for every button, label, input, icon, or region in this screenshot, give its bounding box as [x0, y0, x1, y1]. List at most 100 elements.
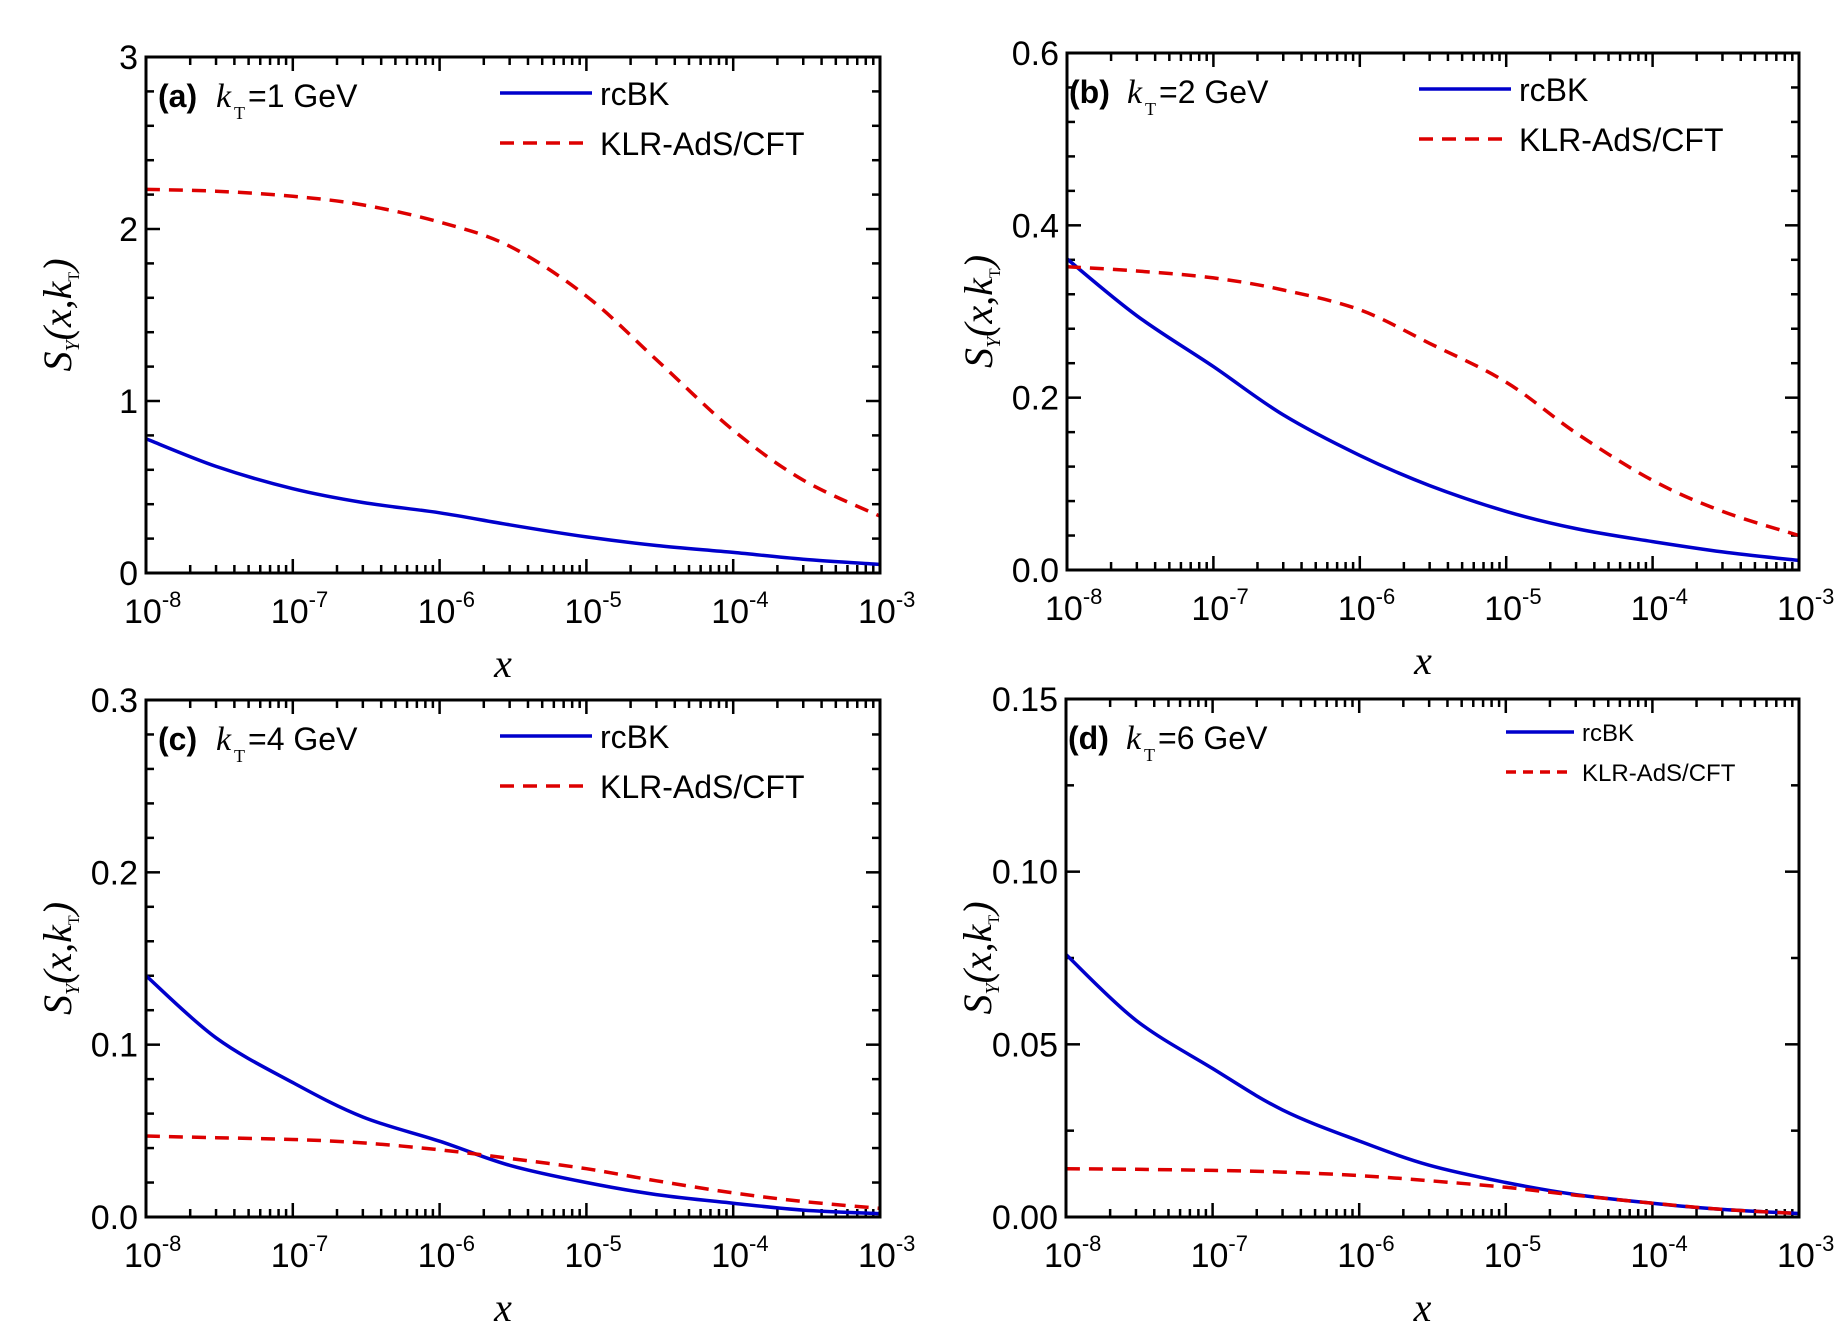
panel-d-ylabel-comma: ,	[955, 942, 1000, 952]
panel-a-ytick-label: 1	[119, 383, 138, 421]
panel-a-series-rcbk-line	[145, 437, 881, 567]
panel-a-xtick-exponent: -6	[455, 587, 475, 612]
panel-a-xtick-label: 10-4	[711, 587, 768, 631]
panel-a-xtick-label: 10-3	[858, 587, 915, 631]
panel-c-legend-klr-label: KLR-AdS/CFT	[600, 769, 804, 805]
panel-d-xtick-label: 10-6	[1337, 1231, 1394, 1275]
panel-b-xtick-exponent: -7	[1229, 584, 1249, 609]
panel-b-ylabel: SY(x,kT)	[956, 255, 1005, 368]
panel-d-xtick-base: 10	[1630, 1237, 1668, 1275]
panel-b-legend: rcBK KLR-AdS/CFT	[1419, 72, 1723, 158]
panel-a-ylabel-comma: ,	[35, 299, 80, 309]
panel-c-frame	[144, 698, 882, 1219]
panel-d-ylabel-sub-y: Y	[982, 982, 1004, 995]
panel-c-y-axis-title: SY(x,kT)	[35, 902, 84, 1015]
panel-d-ylabel-x: x	[955, 952, 1000, 971]
panel-c-ytick-label: 0.3	[91, 682, 138, 720]
panel-d-xtick-exponent: -6	[1375, 1231, 1395, 1256]
panel-c-legend: rcBK KLR-AdS/CFT	[500, 719, 804, 805]
panel-d-ylabel-k: k	[955, 923, 1000, 942]
panel-c-ytick-label: 0.1	[91, 1027, 138, 1065]
panel-a-xtick-exponent: -7	[309, 587, 329, 612]
panel-d-k-symbol: k	[1126, 720, 1142, 757]
panel-a-ytick-label: 3	[119, 39, 138, 77]
panel-d-ytick-label: 0.10	[992, 854, 1058, 892]
panel-a-series-klr-ads-cft-line	[145, 187, 881, 518]
panel-a-xtick-base: 10	[564, 593, 602, 631]
panel-c-xtick-exponent: -7	[309, 1231, 329, 1256]
panel-b-xtick-base: 10	[1777, 590, 1815, 628]
panel-c-curves	[144, 974, 881, 1216]
panel-b-xtick-base: 10	[1631, 590, 1669, 628]
panel-d-legend-rcbk-label: rcBK	[1582, 720, 1634, 747]
panel-a-tag: (a)	[158, 78, 197, 114]
panel-b-series-rcbk-line	[1065, 257, 1800, 563]
panel-d-k-subscript: T	[1144, 745, 1155, 765]
panel-c-ylabel-paren-open: (	[35, 968, 80, 984]
panel-a-xtick-base: 10	[271, 593, 309, 631]
panel-d-x-axis-title: x	[1413, 1285, 1432, 1330]
panel-d-xtick-exponent: -3	[1815, 1231, 1835, 1256]
panel-d-series-klr-ads-cft-line	[1065, 1166, 1800, 1216]
panel-c-xtick-exponent: -4	[749, 1231, 769, 1256]
panel-c-k-subscript: T	[234, 746, 245, 766]
panel-c-xtick-base: 10	[271, 1237, 309, 1275]
panel-b-xtick-label: 10-5	[1484, 584, 1541, 628]
panel-a-k-value: =1 GeV	[248, 78, 358, 114]
panel-d-frame	[1064, 697, 1801, 1219]
panel-d-xtick-base: 10	[1191, 1237, 1229, 1275]
panel-c-ylabel: SY(x,kT)	[35, 902, 84, 1015]
panel-b-xtick-label: 10-8	[1045, 584, 1102, 628]
panel-c-ylabel-s: S	[35, 995, 80, 1015]
panel-a-xtick-label: 10-7	[271, 587, 328, 631]
panel-b-ylabel-s: S	[956, 348, 1001, 368]
panel-d-xtick-base: 10	[1777, 1237, 1815, 1275]
panel-a-xtick-exponent: -8	[162, 587, 182, 612]
panel-b-x-axis-title: x	[1413, 638, 1432, 683]
panel-a-xtick-base: 10	[858, 593, 896, 631]
panel-a-x-axis-title: x	[493, 641, 512, 686]
panel-b-xtick-exponent: -6	[1376, 584, 1396, 609]
panel-c-ytick-label: 0.0	[91, 1199, 138, 1237]
panel-a-legend: rcBK KLR-AdS/CFT	[500, 76, 804, 162]
panel-a-ylabel-s: S	[35, 352, 80, 372]
panel-c-xtick-label: 10-5	[564, 1231, 621, 1275]
panel-b-xtick-base: 10	[1191, 590, 1229, 628]
panel-b-curves	[1065, 257, 1800, 563]
panel-c-k-symbol: k	[216, 721, 232, 758]
panel-d-xtick-label: 10-4	[1630, 1231, 1687, 1275]
panel-d-ylabel: SY(x,kT)	[955, 901, 1004, 1014]
panel-c-xtick-exponent: -5	[602, 1231, 622, 1256]
panel-c-xtick-base: 10	[124, 1237, 162, 1275]
panel-a-ylabel-sub-y: Y	[62, 339, 84, 352]
panel-d-xtick-exponent: -5	[1522, 1231, 1542, 1256]
panel-a-ylabel-k: k	[35, 280, 80, 299]
panel-c: 0.00.10.20.310-8 10-7 10-6 10-5 10-4 10-3 (c)…	[35, 682, 915, 1330]
panel-d-y-axis-title: SY(x,kT)	[955, 901, 1004, 1014]
panel-d-xtick-label: 10-7	[1191, 1231, 1248, 1275]
panel-a-legend-rcbk-label: rcBK	[600, 76, 669, 112]
panel-b-ylabel-comma: ,	[956, 296, 1001, 306]
panel-d-ylabel-sub-t: T	[986, 915, 1003, 925]
panel-d-ylabel-s: S	[955, 995, 1000, 1015]
panel-b-xtick-label: 10-7	[1191, 584, 1248, 628]
panel-d-xtick-exponent: -4	[1668, 1231, 1688, 1256]
panel-b-tick-labels: 0.00.20.40.610-8 10-7 10-6 10-5 10-4 10-3	[1012, 35, 1835, 628]
panel-c-ylabel-sub-t: T	[66, 915, 83, 925]
panel-c-xtick-label: 10-4	[711, 1231, 768, 1275]
panel-a-xtick-label: 10-6	[418, 587, 475, 631]
panel-b-series-klr-ads-cft-line	[1066, 264, 1800, 538]
panel-a-ylabel-x: x	[35, 309, 80, 328]
panel-a-xtick-exponent: -5	[602, 587, 622, 612]
panel-a-xtick-exponent: -3	[896, 587, 916, 612]
panel-c-xtick-base: 10	[711, 1237, 749, 1275]
panel-b-xtick-label: 10-6	[1338, 584, 1395, 628]
panel-b-k-value: =2 GeV	[1159, 74, 1269, 110]
panel-d-legend: rcBK KLR-AdS/CFT	[1506, 720, 1736, 787]
panel-b-frame	[1065, 51, 1801, 572]
panel-b-ytick-label: 0.4	[1012, 207, 1059, 245]
panel-b-ylabel-paren-open: (	[956, 321, 1001, 337]
panel-d-ylabel-paren-close: )	[955, 901, 1000, 916]
